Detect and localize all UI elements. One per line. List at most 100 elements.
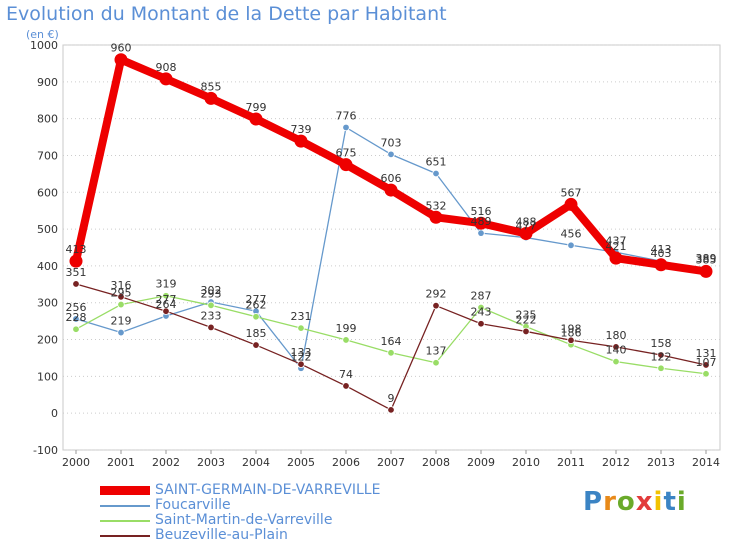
data-label: 74 — [339, 368, 353, 381]
data-point — [69, 254, 83, 268]
data-point — [657, 364, 665, 372]
chart-legend: SAINT-GERMAIN-DE-VARREVILLE Foucarville Sa… — [100, 483, 460, 543]
data-point — [567, 241, 575, 249]
data-label: 488 — [516, 216, 537, 229]
data-label: 233 — [201, 309, 222, 322]
data-label: 243 — [471, 306, 492, 319]
x-tick-label: 2009 — [467, 456, 495, 469]
data-label: 231 — [291, 310, 312, 323]
data-point — [657, 351, 665, 359]
data-point — [252, 341, 260, 349]
data-label: 960 — [111, 42, 132, 55]
legend-swatch — [100, 519, 150, 522]
data-point — [654, 258, 668, 272]
data-point — [387, 406, 395, 414]
legend-label: Beuzeville-au-Plain — [155, 527, 288, 543]
data-label: 489 — [471, 215, 492, 228]
data-point — [162, 307, 170, 315]
data-label: 302 — [201, 284, 222, 297]
logo-letter: o — [616, 487, 636, 517]
logo-letter: r — [603, 487, 617, 517]
data-label: 606 — [381, 172, 402, 185]
data-label: 351 — [66, 266, 87, 279]
chart-title: Evolution du Montant de la Dette par Hab… — [6, 3, 447, 25]
legend-item: Beuzeville-au-Plain — [100, 528, 460, 543]
data-label: 107 — [696, 356, 717, 369]
y-tick-label: -100 — [33, 444, 58, 457]
x-tick-label: 2004 — [242, 456, 270, 469]
data-point — [612, 357, 620, 366]
data-point — [429, 210, 443, 224]
data-point — [699, 264, 713, 278]
data-point — [72, 325, 80, 333]
x-tick-label: 2005 — [287, 456, 315, 469]
data-label: 277 — [156, 293, 177, 306]
data-label: 228 — [66, 311, 87, 324]
data-label: 389 — [696, 252, 717, 265]
data-label: 319 — [156, 278, 177, 291]
data-label: 186 — [561, 327, 582, 340]
data-label: 122 — [291, 350, 312, 363]
data-label: 908 — [156, 61, 177, 74]
proxiti-logo: Proxiti — [583, 487, 687, 517]
data-label: 256 — [66, 301, 87, 314]
data-label: 421 — [606, 240, 627, 253]
data-point — [477, 229, 485, 237]
data-point — [117, 293, 125, 301]
data-point — [294, 134, 308, 148]
legend-label: Foucarville — [155, 497, 231, 513]
data-point — [72, 280, 80, 288]
data-label: 140 — [606, 344, 627, 357]
data-point — [114, 53, 128, 67]
y-tick-label: 0 — [51, 407, 58, 420]
data-label: 131 — [696, 347, 717, 360]
data-label: 222 — [516, 313, 537, 326]
x-tick-label: 2002 — [152, 456, 180, 469]
data-label: 413 — [651, 243, 672, 256]
data-label: 456 — [561, 227, 582, 240]
chart-unit: (en €) — [26, 28, 59, 41]
data-point — [162, 292, 170, 300]
data-label: 739 — [291, 123, 312, 136]
data-point — [207, 323, 215, 332]
data-point — [522, 327, 530, 336]
x-tick-label: 2007 — [377, 456, 405, 469]
y-tick-label: 900 — [37, 76, 58, 89]
y-tick-label: 1000 — [30, 39, 58, 52]
data-point — [339, 158, 353, 172]
data-label: 235 — [516, 309, 537, 322]
data-point — [432, 169, 440, 178]
data-point — [477, 320, 485, 328]
legend-swatch — [100, 534, 150, 537]
data-label: 137 — [426, 345, 447, 358]
legend-swatch — [100, 486, 150, 495]
data-point — [564, 197, 578, 211]
data-label: 164 — [381, 335, 402, 348]
data-label: 385 — [696, 253, 717, 266]
data-label: 651 — [426, 155, 447, 168]
data-point — [432, 359, 440, 367]
data-point — [252, 313, 260, 321]
x-tick-label: 2010 — [512, 456, 540, 469]
legend-label: SAINT-GERMAIN-DE-VARREVILLE — [155, 482, 381, 498]
x-tick-label: 2008 — [422, 456, 450, 469]
data-label: 122 — [651, 350, 672, 363]
data-point — [432, 301, 440, 310]
data-point — [387, 349, 395, 357]
data-label: 567 — [561, 186, 582, 199]
data-point — [342, 123, 350, 132]
logo-letter: i — [676, 487, 687, 517]
data-label: 413 — [66, 243, 87, 256]
y-tick-label: 500 — [37, 223, 58, 236]
data-label: 9 — [388, 392, 395, 405]
x-tick-label: 2011 — [557, 456, 585, 469]
x-tick-label: 2003 — [197, 456, 225, 469]
y-tick-label: 600 — [37, 186, 58, 199]
data-point — [204, 91, 218, 105]
x-tick-label: 2006 — [332, 456, 360, 469]
legend-item: Saint-Martin-de-Varreville — [100, 513, 460, 528]
data-label: 180 — [606, 329, 627, 342]
data-point — [384, 183, 398, 197]
legend-item: SAINT-GERMAIN-DE-VARREVILLE — [100, 483, 460, 498]
data-point — [702, 361, 710, 369]
